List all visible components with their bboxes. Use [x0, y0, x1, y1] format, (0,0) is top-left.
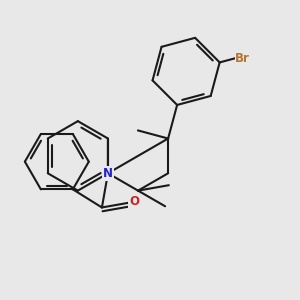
Text: O: O	[129, 195, 140, 208]
Text: N: N	[103, 167, 113, 180]
Text: Br: Br	[235, 52, 250, 65]
